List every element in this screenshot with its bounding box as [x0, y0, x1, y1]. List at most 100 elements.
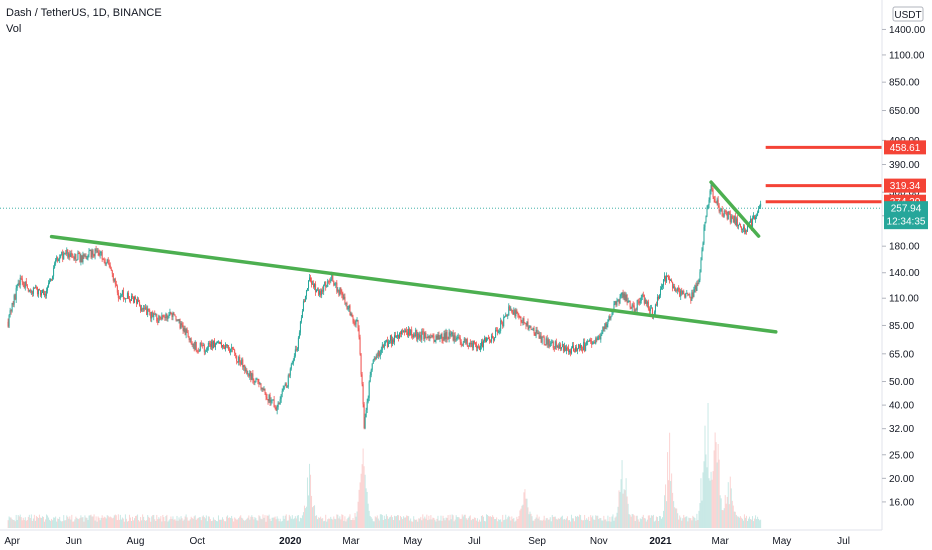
candle	[628, 300, 630, 303]
candle	[650, 304, 652, 309]
volume-bar	[21, 520, 23, 528]
volume-bar	[612, 514, 614, 528]
time-axis[interactable]: Apr Jun Aug Oct 2020 Mar May Jul Sep Nov 2021 Mar Ma…	[0, 529, 882, 547]
candle	[26, 284, 28, 289]
volume-bar	[635, 515, 637, 528]
volume-bar	[706, 467, 708, 528]
candle	[726, 211, 728, 221]
price-axis[interactable]: 1400.001100.00850.00650.00490.00390.0030…	[881, 0, 928, 530]
volume-bar	[727, 482, 729, 528]
time-tick-label: Aug	[127, 536, 145, 547]
candle	[374, 356, 376, 361]
volume-bar	[708, 478, 710, 528]
volume-bar	[626, 496, 628, 528]
candle	[434, 339, 436, 342]
candle	[359, 334, 361, 356]
volume-bar	[545, 518, 547, 528]
candle	[135, 295, 137, 300]
symbol-title[interactable]: Dash / TetherUS, 1D, BINANCE	[6, 7, 162, 19]
volume-bar	[421, 520, 423, 528]
volume-bar	[113, 515, 115, 528]
volume-bar	[686, 516, 688, 528]
volume-bar	[38, 514, 40, 528]
volume-bar	[283, 518, 285, 528]
candle	[447, 336, 449, 340]
candle	[698, 278, 700, 285]
volume-bar	[176, 515, 178, 528]
candle	[604, 323, 606, 332]
candle	[433, 333, 435, 344]
trendline-descending-resistance[interactable]	[49, 234, 778, 334]
volume-bar	[294, 516, 296, 528]
volume-bar	[158, 517, 160, 528]
volume-bar	[640, 519, 642, 528]
candle	[89, 249, 91, 252]
volume-bar	[341, 514, 343, 528]
candle	[267, 398, 269, 405]
candle	[76, 259, 78, 261]
volume-bar	[369, 515, 371, 528]
volume-bar	[336, 514, 338, 528]
candle	[430, 333, 432, 339]
volume-bar	[269, 518, 271, 528]
volume-bar	[222, 517, 224, 528]
candle	[102, 257, 104, 260]
candle	[614, 300, 616, 306]
volume-bar	[478, 519, 480, 528]
volume-bar	[746, 520, 748, 528]
candle	[318, 287, 320, 297]
volume-bar	[685, 516, 687, 528]
candle	[254, 380, 256, 386]
candle	[122, 287, 124, 302]
volume-bar	[690, 518, 692, 528]
time-tick-label: May	[403, 536, 422, 547]
volume-bar	[226, 516, 228, 528]
volume-bar	[195, 519, 197, 528]
volume-bar	[218, 519, 220, 528]
volume-bar	[61, 521, 63, 528]
trendline-wedge-upper[interactable]	[709, 180, 761, 238]
candle	[139, 299, 141, 307]
candle	[342, 291, 344, 301]
candle	[412, 334, 414, 340]
volume-bar	[375, 517, 377, 528]
candle	[590, 337, 592, 344]
candle	[194, 340, 196, 351]
candle	[11, 302, 13, 313]
volume-bar	[224, 521, 226, 528]
volume-bar	[632, 514, 634, 528]
candle	[633, 302, 635, 313]
candle	[319, 289, 321, 298]
candle	[215, 341, 217, 345]
candle	[732, 215, 734, 223]
volume-indicator-label[interactable]: Vol	[6, 23, 22, 35]
volume-bar	[523, 492, 525, 528]
volume-bar	[98, 517, 100, 528]
candle	[283, 385, 285, 390]
quote-unit-box[interactable]	[892, 6, 924, 22]
candle	[120, 293, 122, 298]
candle	[106, 258, 108, 264]
candle	[465, 338, 467, 345]
volume-bar	[539, 520, 541, 528]
volume-bar	[734, 511, 736, 528]
time-tick-label: 2021	[649, 536, 672, 547]
candle	[142, 307, 144, 313]
volume-bar	[583, 520, 585, 528]
candle	[268, 393, 270, 403]
volume-bar	[292, 519, 294, 528]
candle	[98, 249, 100, 257]
volume-bar	[358, 489, 360, 528]
volume-bar	[469, 515, 471, 528]
candle	[174, 314, 176, 317]
volume-bar	[299, 517, 301, 528]
candle	[206, 346, 208, 353]
candle	[575, 344, 577, 353]
candle	[587, 339, 589, 346]
candle	[184, 325, 186, 336]
candle	[9, 307, 11, 318]
candle	[654, 303, 656, 316]
candle	[51, 278, 53, 282]
candle	[140, 304, 142, 313]
